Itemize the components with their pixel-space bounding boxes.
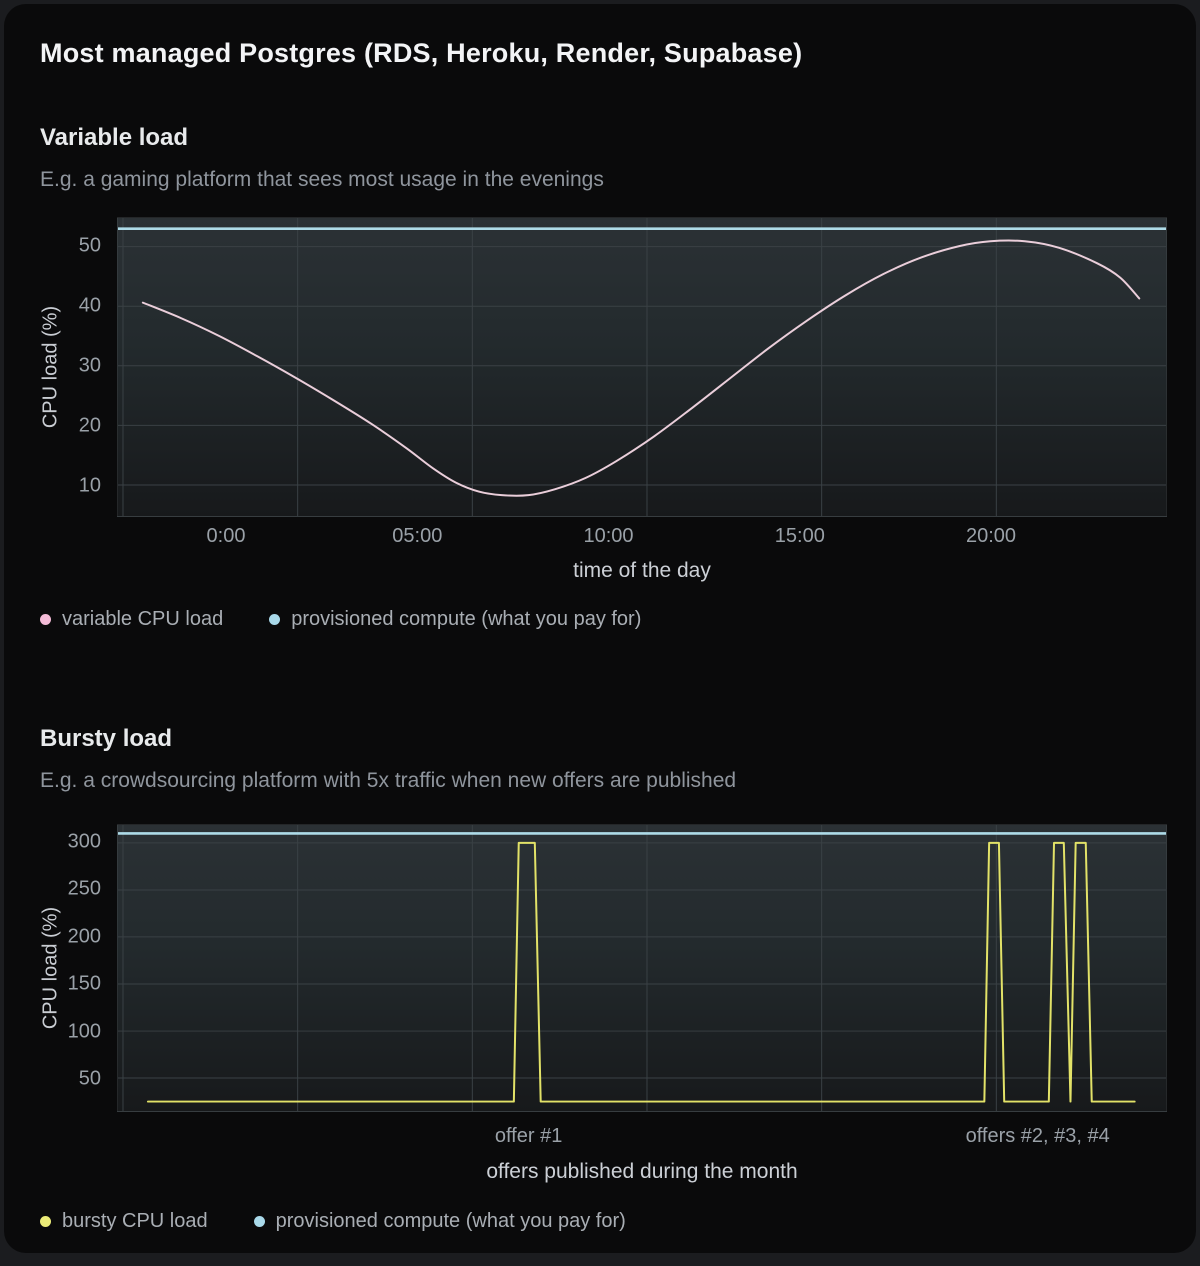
y-tick-label: 10 [78,474,101,497]
y-tick-label: 200 [67,925,101,948]
legend-item: provisioned compute (what you pay for) [253,1210,626,1233]
y-tick-label: 40 [78,294,101,317]
chart-canvas [118,825,1166,1111]
legend-item: variable CPU load [40,608,223,631]
y-axis-ticks: 50 100 150 200 250 300 [4,824,101,1112]
x-tick-label: 0:00 [206,525,246,547]
x-tick-label: 05:00 [392,525,443,547]
y-axis-ticks: 10 20 30 40 50 [4,217,101,517]
legend-dot-icon [269,614,281,625]
x-axis-label: offers published during the month [486,1160,798,1183]
bursty-load-chart: CPU load (%) 50 100 150 200 250 300 offer #1 o… [4,4,1196,1253]
x-tick-label: offers #2, #3, #4 [965,1125,1110,1147]
series-bursty-cpu-load [146,841,1136,1103]
plot-area [117,824,1167,1112]
legend-dot-icon [253,1216,265,1227]
legend-item: bursty CPU load [40,1210,208,1233]
x-tick-label: 20:00 [965,525,1017,547]
y-tick-label: 150 [67,972,101,995]
y-tick-label: 50 [78,1067,101,1090]
legend-label: provisioned compute (what you pay for) [275,1210,626,1232]
y-tick-label: 300 [67,830,101,853]
legend-label: bursty CPU load [62,1210,208,1232]
x-tick-label: 15:00 [774,525,825,547]
section-title-bursty-load: Bursty load [40,725,173,752]
x-axis-label: time of the day [573,559,711,582]
section-subtitle-variable-load: E.g. a gaming platform that sees most us… [40,168,604,191]
y-tick-label: 30 [78,354,101,377]
legend: bursty CPU load provisioned compute (what… [40,1210,626,1233]
x-axis-ticks: 0:00 05:00 10:00 15:00 20:00 [117,525,1167,551]
legend-label: variable CPU load [62,608,224,630]
plot-area [117,217,1167,517]
chart-canvas [118,218,1166,516]
legend-dot-icon [40,614,51,625]
x-tick-label: offer #1 [494,1125,563,1147]
y-tick-label: 100 [67,1020,101,1042]
legend: variable CPU load provisioned compute (wh… [40,608,641,631]
y-tick-label: 20 [78,414,101,437]
x-tick-label: 10:00 [583,525,634,547]
page-title: Most managed Postgres (RDS, Heroku, Rend… [40,38,803,68]
y-tick-label: 250 [67,877,101,900]
variable-load-chart: CPU load (%) 10 20 30 40 50 0:00 05:00 10:00 15… [4,4,1196,1253]
legend-label: provisioned compute (what you pay for) [291,608,642,630]
legend-dot-icon [40,1216,51,1227]
section-title-variable-load: Variable load [40,124,189,151]
y-tick-label: 50 [78,234,101,257]
legend-item: provisioned compute (what you pay for) [269,608,641,631]
section-subtitle-bursty-load: E.g. a crowdsourcing platform with 5x tr… [40,769,737,792]
series-variable-cpu-load [141,239,1141,497]
article-card: Most managed Postgres (RDS, Heroku, Rend… [4,4,1196,1253]
x-axis-ticks: offer #1 offers #2, #3, #4 [117,1125,1167,1151]
